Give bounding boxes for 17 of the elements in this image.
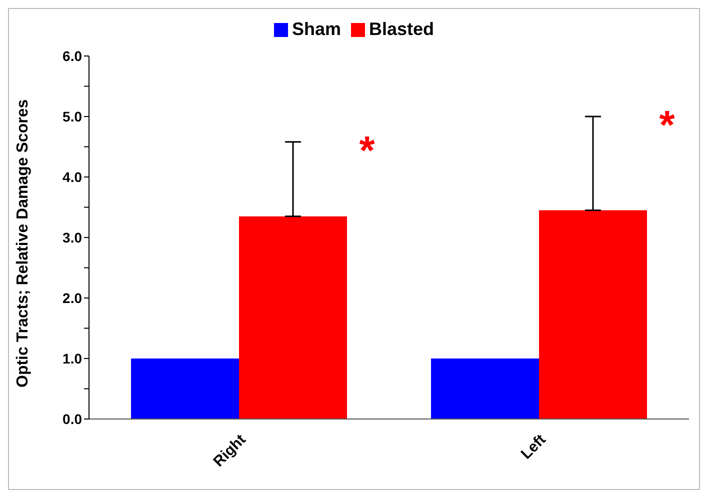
bar bbox=[539, 210, 647, 419]
bar bbox=[431, 358, 539, 419]
y-tick-label: 1.0 bbox=[62, 350, 82, 366]
y-tick-label: 3.0 bbox=[62, 229, 82, 246]
annotation: * bbox=[659, 104, 676, 148]
annotation: * bbox=[359, 128, 376, 173]
x-tick-label: Left bbox=[518, 431, 550, 463]
y-axis-title: Optic Tracts; Relative Damage Scores bbox=[14, 99, 32, 388]
bar bbox=[239, 216, 347, 419]
y-tick-label: 2.0 bbox=[62, 290, 82, 306]
legend-label: Sham bbox=[292, 19, 341, 39]
y-tick-label: 6.0 bbox=[62, 48, 82, 64]
legend-label: Blasted bbox=[369, 19, 434, 39]
y-tick-label: 5.0 bbox=[62, 108, 82, 124]
bar bbox=[131, 358, 239, 419]
y-tick-label: 0.0 bbox=[62, 410, 82, 427]
y-tick-label: 4.0 bbox=[62, 168, 82, 185]
